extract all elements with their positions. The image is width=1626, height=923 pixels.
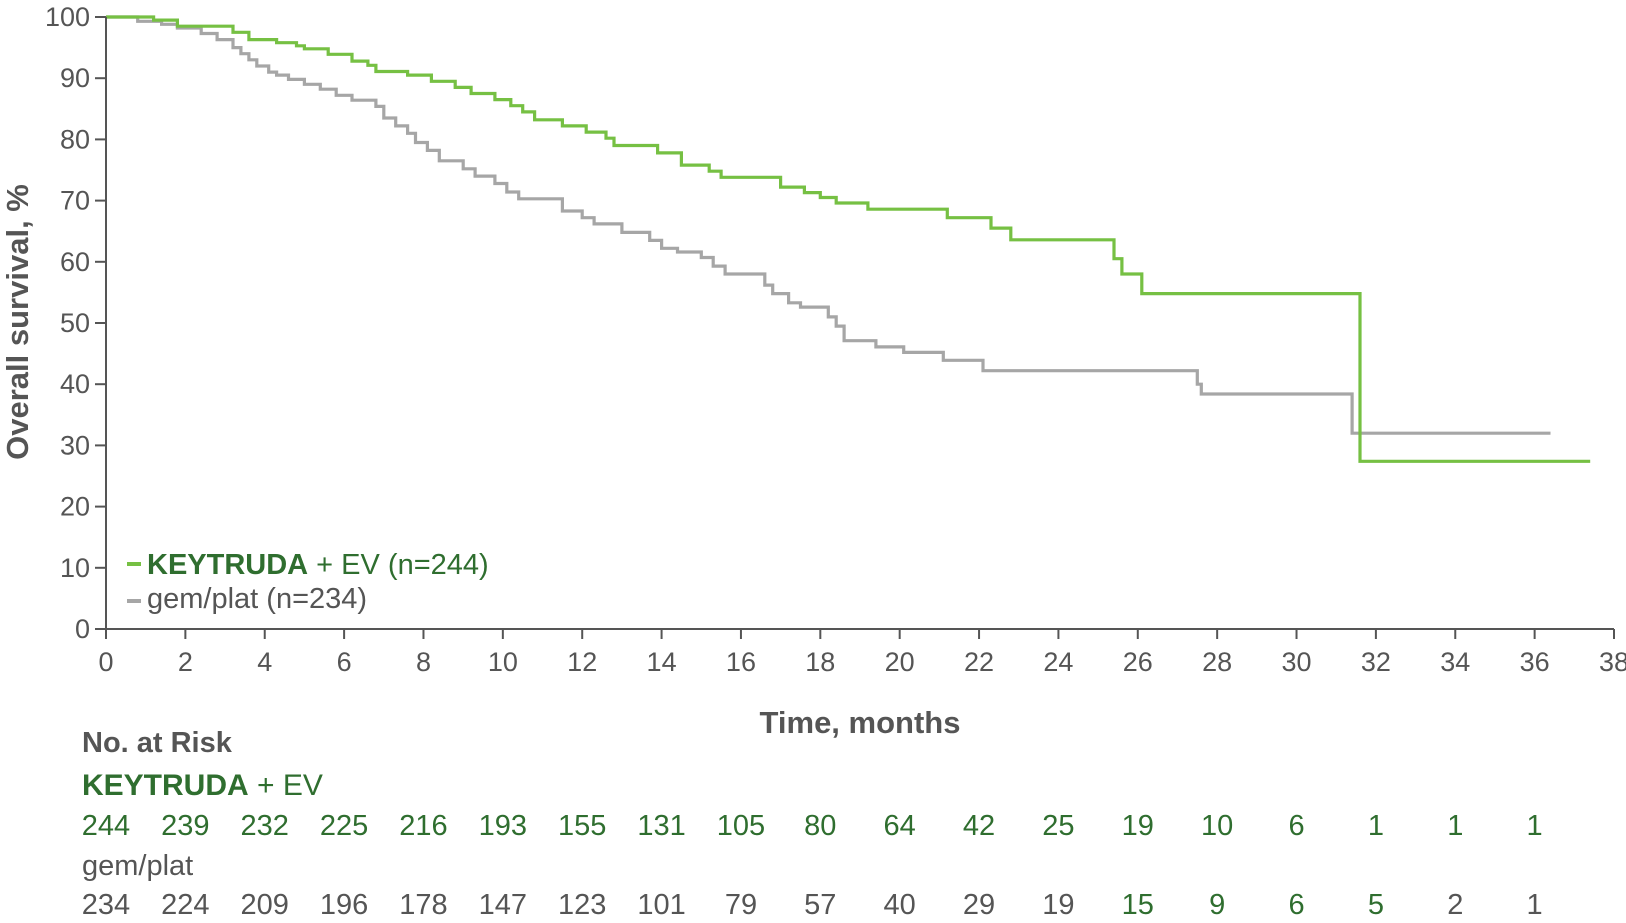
x-tick-label-13: 26 — [1123, 647, 1153, 677]
x-tick-label-12: 24 — [1043, 647, 1073, 677]
risk-gemplat-value-17: 2 — [1447, 889, 1463, 921]
risk-gemplat-value-0: 234 — [82, 889, 130, 921]
risk-gemplat-value-2: 209 — [241, 889, 289, 921]
y-tick-label-6: 60 — [60, 247, 90, 277]
risk-keytruda-value-7: 131 — [637, 810, 685, 842]
x-tick-label-15: 30 — [1282, 647, 1312, 677]
x-tick-label-9: 18 — [805, 647, 835, 677]
x-tick-label-11: 22 — [964, 647, 994, 677]
risk-group1-label-rest: + EV — [249, 769, 323, 802]
risk-keytruda-value-3: 225 — [320, 810, 368, 842]
x-tick-label-17: 34 — [1440, 647, 1470, 677]
risk-gemplat-value-15: 6 — [1288, 889, 1304, 921]
risk-keytruda-value-0: 244 — [82, 810, 130, 842]
risk-keytruda-value-18: 1 — [1527, 810, 1543, 842]
risk-gemplat-value-13: 15 — [1122, 889, 1154, 921]
risk-keytruda-value-14: 10 — [1201, 810, 1233, 842]
y-tick-label-7: 70 — [60, 186, 90, 216]
series-layer — [106, 15, 1591, 463]
y-tick-label-3: 30 — [60, 430, 90, 460]
risk-keytruda-value-5: 193 — [479, 810, 527, 842]
risk-gemplat-value-3: 196 — [320, 889, 368, 921]
x-tick-label-0: 0 — [98, 647, 113, 677]
x-tick-label-16: 32 — [1361, 647, 1391, 677]
risk-group1-label-bold: KEYTRUDA — [82, 769, 249, 802]
y-tick-label-8: 80 — [60, 124, 90, 154]
x-tick-label-8: 16 — [726, 647, 756, 677]
risk-group1-label: KEYTRUDA + EV — [82, 769, 323, 802]
risk-keytruda-value-2: 232 — [241, 810, 289, 842]
risk-keytruda-value-10: 64 — [884, 810, 916, 842]
risk-group2-label: gem/plat — [82, 850, 193, 882]
risk-gemplat-value-16: 5 — [1368, 889, 1384, 921]
risk-keytruda-value-15: 6 — [1288, 810, 1304, 842]
legend-label-gemplat: gem/plat (n=234) — [147, 583, 367, 615]
risk-row-keytruda: 244 239 232 225 216 193 155 131 105 80 64 42 25 19 10 6… — [82, 810, 1543, 842]
x-tick-label-18: 36 — [1520, 647, 1550, 677]
y-tick-label-0: 0 — [75, 614, 90, 644]
risk-keytruda-value-4: 216 — [399, 810, 447, 842]
risk-gemplat-value-10: 40 — [884, 889, 916, 921]
y-axis-title: Overall survival, % — [0, 184, 35, 460]
x-tick-label-19: 38 — [1599, 647, 1626, 677]
risk-keytruda-value-16: 1 — [1368, 810, 1384, 842]
risk-keytruda-value-12: 25 — [1042, 810, 1074, 842]
risk-table: No. at Risk KEYTRUDA + EV 244 239 232 225 21… — [82, 727, 1543, 921]
risk-gemplat-value-5: 147 — [479, 889, 527, 921]
legend-label-keytruda: KEYTRUDA + EV (n=244) — [147, 549, 489, 581]
x-tick-label-10: 20 — [885, 647, 915, 677]
x-axis-title: Time, months — [760, 705, 961, 740]
x-tick-label-4: 8 — [416, 647, 431, 677]
x-tick-label-6: 12 — [567, 647, 597, 677]
risk-table-title: No. at Risk — [82, 727, 233, 759]
y-tick-label-5: 50 — [60, 308, 90, 338]
risk-gemplat-value-12: 19 — [1042, 889, 1074, 921]
legend-gemplat-text: gem/plat (n=234) — [147, 583, 367, 615]
risk-gemplat-value-1: 224 — [161, 889, 209, 921]
y-tick-label-4: 40 — [60, 369, 90, 399]
y-tick-label-1: 10 — [60, 553, 90, 583]
y-tick-label-2: 20 — [60, 492, 90, 522]
risk-keytruda-value-9: 80 — [804, 810, 836, 842]
risk-gemplat-value-6: 123 — [558, 889, 606, 921]
y-axis-ticks: 0 10 20 30 40 50 60 70 80 90 100 — [45, 2, 106, 644]
risk-gemplat-value-8: 79 — [725, 889, 757, 921]
risk-keytruda-value-6: 155 — [558, 810, 606, 842]
legend: KEYTRUDA + EV (n=244) gem/plat (n=234) — [127, 549, 489, 615]
risk-keytruda-value-11: 42 — [963, 810, 995, 842]
x-axis-ticks: 0 2 4 6 8 10 12 14 16 18 20 22 24 26 28 30 32 34 36 38 — [98, 629, 1626, 677]
risk-gemplat-value-11: 29 — [963, 889, 995, 921]
y-tick-label-9: 90 — [60, 63, 90, 93]
risk-keytruda-value-17: 1 — [1447, 810, 1463, 842]
risk-row-gemplat: 234 224 209 196 178 147 123 101 79 57 40 29 19 15 9 6 5 2… — [82, 889, 1543, 921]
series-keytruda-line — [106, 15, 1591, 463]
x-tick-label-2: 4 — [257, 647, 272, 677]
risk-keytruda-value-13: 19 — [1122, 810, 1154, 842]
risk-gemplat-value-9: 57 — [804, 889, 836, 921]
risk-keytruda-value-8: 105 — [717, 810, 765, 842]
x-tick-label-5: 10 — [488, 647, 518, 677]
x-tick-label-1: 2 — [178, 647, 193, 677]
risk-gemplat-value-4: 178 — [399, 889, 447, 921]
risk-gemplat-value-18: 1 — [1527, 889, 1543, 921]
risk-gemplat-value-7: 101 — [637, 889, 685, 921]
x-tick-label-3: 6 — [337, 647, 352, 677]
x-tick-label-7: 14 — [647, 647, 677, 677]
y-tick-label-10: 100 — [45, 2, 90, 32]
risk-gemplat-value-14: 9 — [1209, 889, 1225, 921]
risk-keytruda-value-1: 239 — [161, 810, 209, 842]
legend-keytruda-rest: + EV (n=244) — [308, 549, 489, 581]
legend-keytruda-bold: KEYTRUDA — [147, 549, 308, 581]
series-gemplat-line — [106, 15, 1551, 435]
x-tick-label-14: 28 — [1202, 647, 1232, 677]
